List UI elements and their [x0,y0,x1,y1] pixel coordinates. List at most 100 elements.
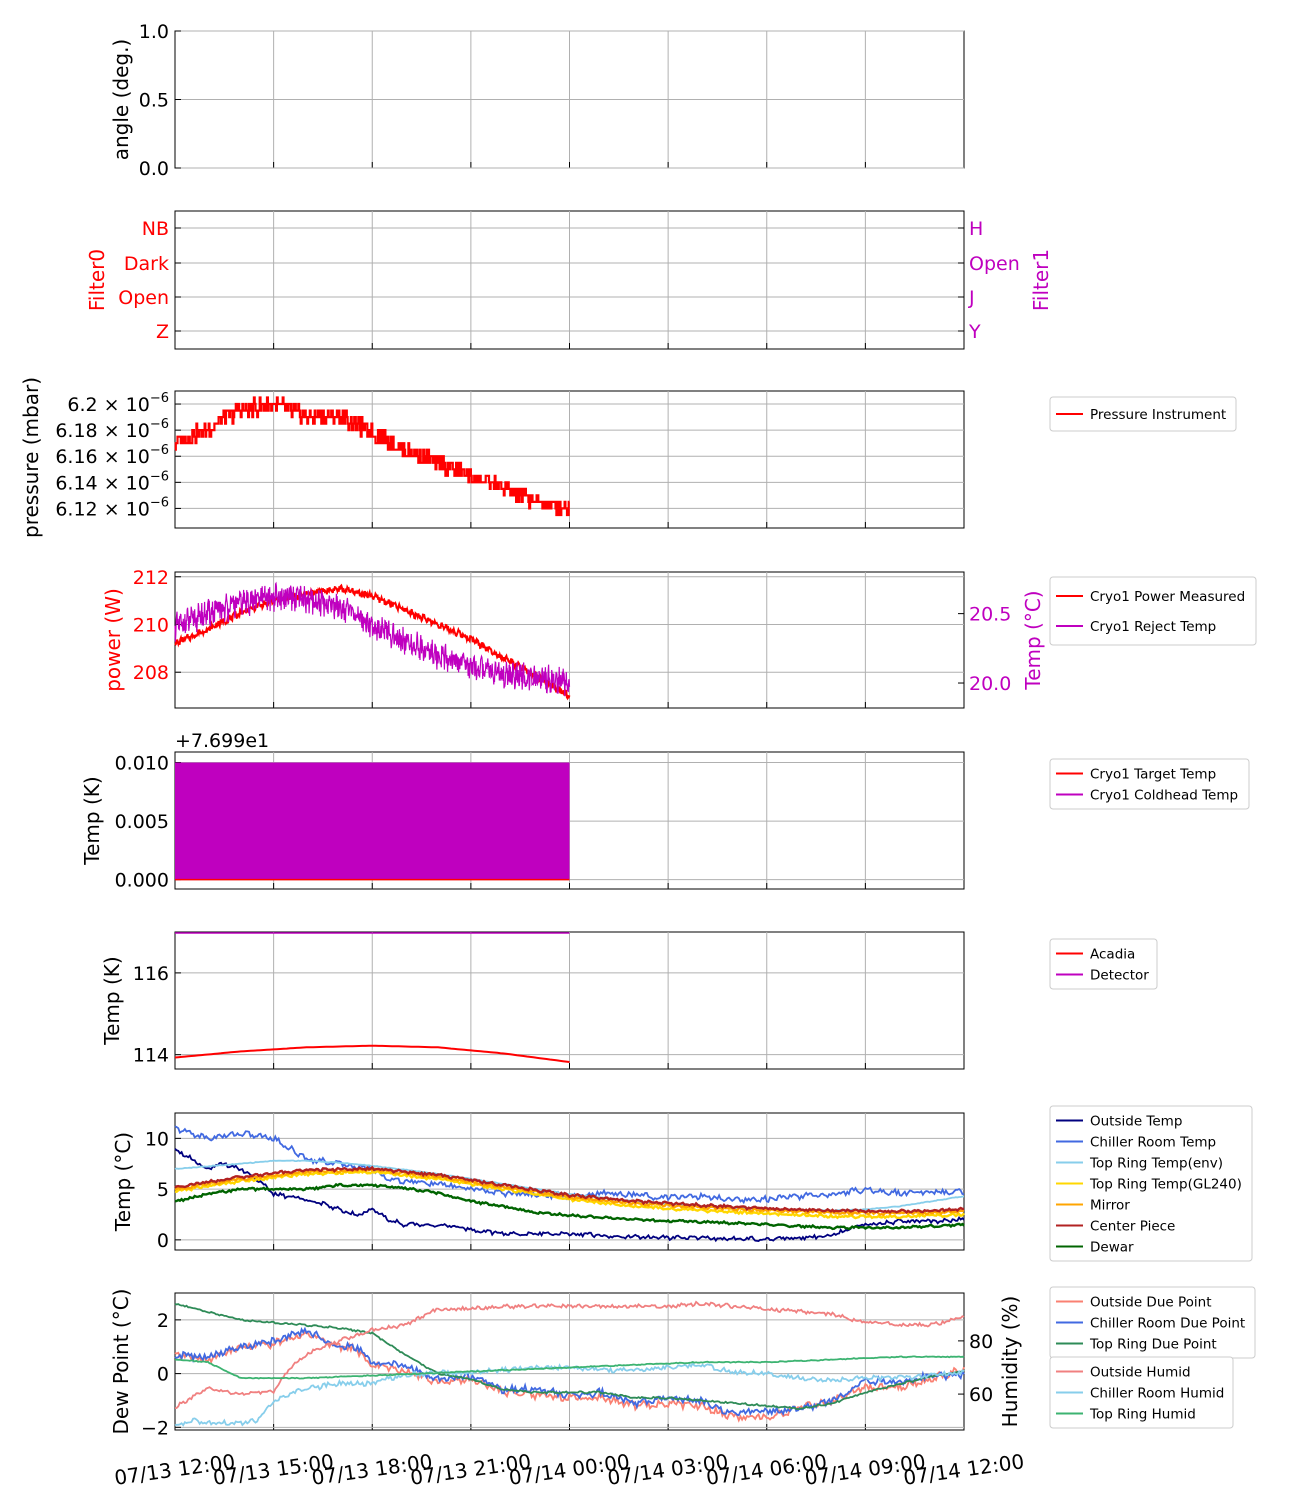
series-center-piece [174,1165,965,1215]
y-tick-label: 6.2 × 10−6 [67,391,169,416]
legend-label: Dewar [1090,1240,1134,1256]
y-tick-label: 0 [157,1364,169,1386]
legend-label: Mirror [1090,1198,1130,1214]
y-tick-label: 6.16 × 10−6 [55,443,169,468]
series-top-ring-humid [174,1355,965,1380]
y-tick-label: 208 [133,662,169,684]
legend-label: Top Ring Humid [1089,1407,1196,1423]
y-tick-label: 2 [157,1310,169,1332]
series-outside-humid [174,1300,965,1409]
y-tick-label: 0.000 [115,870,169,892]
tick-exponent: −6 [150,495,169,510]
y-tick-label: Dark [124,253,169,275]
legend: Cryo1 Power Measured Cryo1 Reject Temp [1049,576,1257,646]
tick-exponent: −6 [150,391,169,406]
legend-label: Chiller Room Due Point [1090,1316,1245,1332]
y-axis-label: Temp (K) [80,776,104,865]
legend-label: Center Piece [1090,1219,1175,1235]
series-acadia [174,1044,570,1063]
panel-3: 6.12 × 10−66.14 × 10−66.16 × 10−66.18 × … [19,377,1237,538]
y-tick-label: 1.0 [139,21,169,43]
legend: Cryo1 Target Temp Cryo1 Coldhead Temp [1049,758,1250,810]
legend-label: Outside Humid [1090,1365,1191,1381]
legend-label: Top Ring Temp(GL240) [1089,1177,1242,1193]
series-cryo1-reject-temp [174,581,571,697]
y-tick-label: 10 [145,1128,169,1150]
panel-1: 0.0 0.5 1.0 angle (deg.) [109,21,965,180]
y-tick-label: 0.005 [115,811,169,833]
y-tick-label: 0.0 [139,158,169,180]
y2-tick-label: 60 [969,1384,993,1406]
y2-tick-label: 20.5 [969,604,1011,626]
y-tick-label: 0.010 [115,753,169,775]
y-tick-label: 5 [157,1179,169,1201]
legend-box [1049,396,1237,432]
y-tick-label: 210 [133,614,169,636]
y-tick-label: NB [142,218,169,240]
y-axis-label: Temp (K) [100,956,124,1045]
legend-box [1049,758,1250,810]
legend: Outside Temp Chiller Room Temp Top Ring Te… [1049,1105,1253,1262]
legend-label: Pressure Instrument [1090,407,1226,423]
y-axis-label: Dew Point (°C) [109,1288,133,1434]
legend-label: Chiller Room Humid [1090,1386,1224,1402]
y2-axis-label: Humidity (%) [998,1296,1022,1428]
y-tick-label: Z [156,321,169,343]
series-top-ring-due-point [174,1303,965,1411]
legend-box [1049,938,1158,990]
legend-box [1049,576,1257,646]
series-cryo1-power-measured [174,583,571,701]
legend: Acadia Detector [1049,938,1158,990]
y-axis-label: angle (deg.) [109,39,133,161]
y2-tick-label: Y [968,321,981,343]
y2-axis-label: Filter1 [1029,249,1053,311]
tick-exponent: −6 [150,469,169,484]
y-tick-label: 116 [133,963,169,985]
y-tick-label: 6.12 × 10−6 [55,495,169,520]
y-tick-label: 0.5 [139,90,169,112]
panel-2: Z Y Open J Dark Open NB H Filter0 Filter1 [85,210,1053,350]
legend: Outside Due Point Chiller Room Due Point T… [1049,1286,1256,1359]
panel-6: 114 116 Temp (K) Acadia Detector [100,931,1158,1070]
panel-7: 0 5 10 Temp (°C) Outside Temp Chiller Room Te… [111,1105,1253,1262]
y2-axis-label: Temp (°C) [1021,590,1045,690]
y-tick-label: 6.18 × 10−6 [55,417,169,442]
legend-box [1049,1356,1234,1429]
y-axis-label: Temp (°C) [111,1132,135,1232]
y-tick-label: 6.14 × 10−6 [55,469,169,494]
y2-tick-label: 80 [969,1331,993,1353]
legend-label: Cryo1 Reject Temp [1090,619,1216,635]
legend-label: Acadia [1090,947,1135,963]
tick-exponent: −6 [150,417,169,432]
y2-tick-label: H [969,218,983,240]
series-cryo1-coldhead-temp [175,762,570,880]
legend: Outside Humid Chiller Room Humid Top Ring … [1049,1356,1234,1429]
axis-offset-label: +7.699e1 [175,730,269,752]
y2-tick-label: Open [969,253,1020,275]
y-tick-label: 0 [157,1230,169,1252]
legend-label: Chiller Room Temp [1090,1135,1216,1151]
y-tick-label: 114 [133,1045,169,1067]
y2-tick-label: J [968,287,975,309]
series-outside-temp [174,1148,965,1243]
y-axis-label: power (W) [101,588,125,692]
legend-label: Top Ring Temp(env) [1089,1156,1223,1172]
legend-label: Cryo1 Target Temp [1090,767,1216,783]
series-pressure-instrument [174,396,570,517]
legend-label: Outside Due Point [1090,1295,1212,1311]
legend-label: Detector [1090,968,1149,984]
legend-label: Cryo1 Coldhead Temp [1090,788,1238,804]
y-axis-label: Filter0 [85,249,109,311]
series-mirror [174,1167,965,1217]
panel-8: −2 0 2 60 80 Dew Point (°C) Humidity (%) Outsid… [109,1286,1256,1439]
legend-label: Top Ring Due Point [1089,1337,1217,1353]
y-tick-label: Open [118,287,169,309]
legend-label: Outside Temp [1090,1114,1182,1130]
y-tick-label: −2 [141,1417,169,1439]
y2-tick-label: 20.0 [969,673,1011,695]
y-axis-label: pressure (mbar) [19,377,43,538]
legend-box [1049,1105,1253,1262]
series-dewar [174,1182,965,1231]
